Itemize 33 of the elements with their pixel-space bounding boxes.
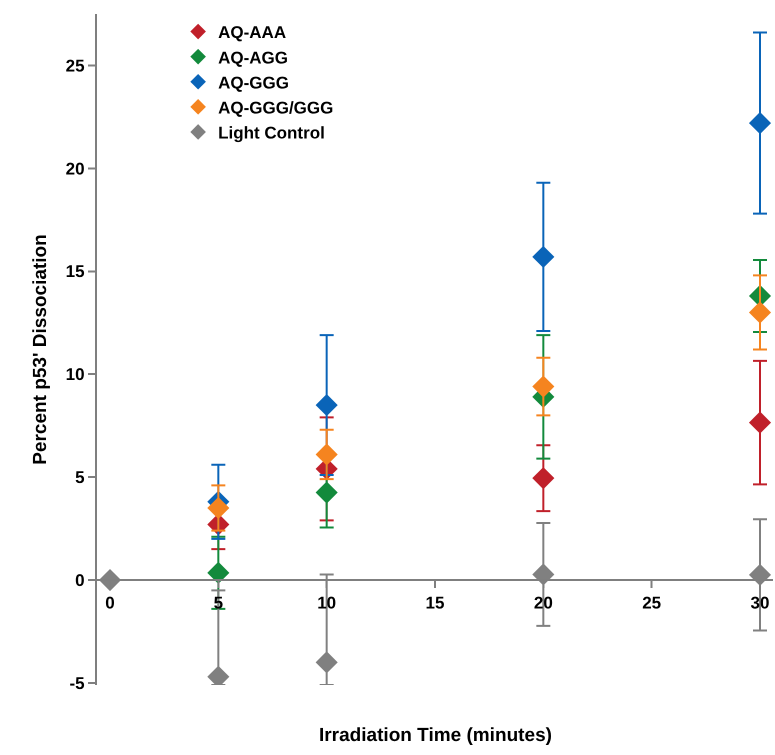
legend-label: AQ-GGG — [218, 73, 289, 92]
x-tick-label: 30 — [750, 593, 770, 612]
point — [207, 496, 230, 520]
legend-label: AQ-AAA — [218, 23, 286, 42]
point — [316, 482, 338, 504]
point — [748, 112, 772, 134]
point — [748, 301, 772, 324]
point — [316, 394, 338, 416]
y-tick-label: -5 — [69, 674, 85, 693]
point — [207, 562, 230, 584]
x-axis-title: Irradiation Time (minutes) — [319, 725, 552, 746]
point — [532, 467, 554, 490]
legend-label: AQ-AGG — [218, 48, 288, 68]
point — [532, 246, 554, 268]
x-tick-label: 15 — [426, 593, 444, 612]
y-tick-label: 10 — [66, 365, 85, 384]
point — [532, 376, 554, 398]
y-tick-label: 0 — [75, 570, 85, 590]
y-tick-label: 5 — [75, 468, 85, 488]
y-tick-label: 25 — [66, 56, 85, 76]
point — [748, 412, 772, 434]
point — [316, 443, 338, 466]
x-tick-label: 20 — [534, 593, 553, 612]
y-tick-label: 15 — [66, 262, 85, 282]
x-tick-label: 25 — [642, 593, 662, 612]
point — [316, 651, 338, 674]
x-tick-label: 10 — [317, 593, 336, 612]
legend-label: AQ-GGG/GGG — [218, 98, 334, 118]
y-tick-label: 20 — [66, 159, 85, 178]
y-axis-title: Percent p53' Dissociation — [30, 234, 52, 465]
legend-label: Light Control — [218, 124, 325, 143]
x-tick-label: 5 — [214, 593, 224, 612]
x-tick-label: 0 — [105, 593, 115, 612]
